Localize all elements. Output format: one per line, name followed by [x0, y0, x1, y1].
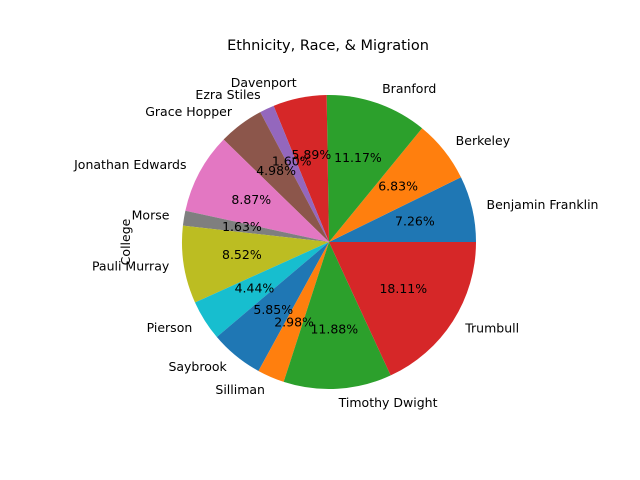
- slice-percent-pauli-murray: 8.52%: [222, 247, 262, 262]
- pie-slice-morse: [182, 210, 329, 242]
- slice-label-ezra-stiles: Ezra Stiles: [195, 87, 260, 102]
- pie-slice-pauli-murray: [181, 225, 329, 303]
- slice-percent-jonathan-edwards: 8.87%: [231, 192, 271, 207]
- pie-slice-saybrook: [216, 242, 329, 371]
- slice-percent-trumbull: 18.11%: [379, 281, 427, 296]
- pie-slice-silliman: [258, 242, 329, 382]
- slice-percent-davenport: 5.89%: [292, 147, 332, 162]
- pie-slice-berkeley: [329, 128, 461, 242]
- slice-percent-ezra-stiles: 1.60%: [272, 154, 312, 169]
- slice-label-silliman: Silliman: [215, 382, 265, 397]
- slice-percent-saybrook: 5.85%: [253, 302, 293, 317]
- slice-label-timothy-dwight: Timothy Dwight: [338, 395, 438, 410]
- slice-percent-timothy-dwight: 11.88%: [310, 322, 358, 337]
- pie-slice-ezra-stiles: [260, 105, 329, 242]
- chart-title: Ethnicity, Race, & Migration: [227, 38, 429, 54]
- slice-percent-grace-hopper: 4.98%: [256, 163, 296, 178]
- slice-label-grace-hopper: Grace Hopper: [145, 104, 233, 119]
- slice-label-morse: Morse: [132, 207, 170, 222]
- slice-label-berkeley: Berkeley: [456, 133, 511, 148]
- slice-percent-pierson: 4.44%: [235, 281, 275, 296]
- slice-percent-silliman: 2.98%: [274, 314, 314, 329]
- slice-label-trumbull: Trumbull: [464, 321, 519, 336]
- pie-labels: Benjamin Franklin 7.26% Berkeley 6.83% Branf…: [73, 75, 598, 410]
- pie-slice-trumbull: [329, 242, 476, 376]
- y-axis-label: College: [118, 218, 133, 265]
- pie-slice-branford: [326, 95, 423, 242]
- pie-slice-pierson: [195, 242, 329, 338]
- slice-label-pauli-murray: Pauli Murray: [92, 259, 170, 274]
- slice-label-branford: Branford: [382, 81, 436, 96]
- slice-percent-berkeley: 6.83%: [378, 179, 418, 194]
- slice-label-saybrook: Saybrook: [168, 359, 227, 374]
- pie-slices: [181, 95, 476, 389]
- slice-percent-morse: 1.63%: [222, 219, 262, 234]
- pie-slice-jonathan-edwards: [185, 139, 329, 242]
- pie-slice-davenport: [273, 95, 329, 243]
- slice-percent-benjamin-franklin: 7.26%: [395, 214, 435, 229]
- slice-percent-branford: 11.17%: [334, 150, 382, 165]
- pie-slice-benjamin-franklin: [329, 177, 476, 242]
- pie-slice-timothy-dwight: [283, 242, 391, 389]
- slice-label-pierson: Pierson: [147, 320, 193, 335]
- pie-slice-grace-hopper: [223, 112, 329, 243]
- slice-label-benjamin-franklin: Benjamin Franklin: [487, 197, 599, 212]
- slice-label-jonathan-edwards: Jonathan Edwards: [73, 157, 186, 172]
- slice-label-davenport: Davenport: [231, 75, 297, 90]
